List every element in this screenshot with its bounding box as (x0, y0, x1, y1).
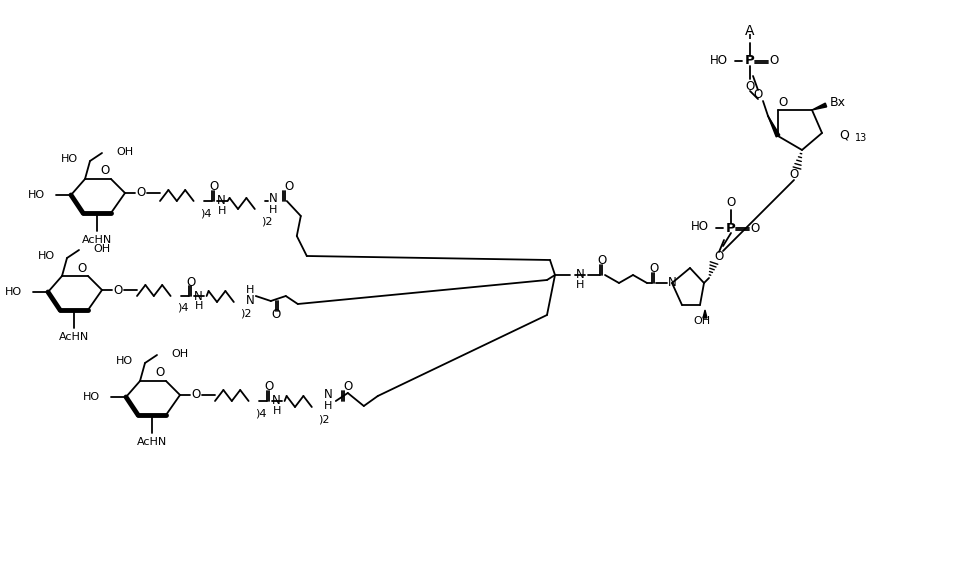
Text: O: O (648, 263, 658, 276)
Text: N: N (194, 290, 202, 303)
Text: O: O (597, 255, 606, 268)
Text: OH: OH (93, 244, 110, 254)
Text: O: O (208, 180, 218, 193)
Text: AcHN: AcHN (137, 437, 167, 447)
Text: )2: )2 (318, 414, 329, 424)
Text: )4: )4 (176, 303, 188, 313)
Text: H: H (272, 406, 281, 416)
Text: O: O (753, 87, 762, 100)
Text: N: N (217, 194, 226, 208)
Text: )2: )2 (240, 309, 251, 319)
Text: N: N (272, 395, 281, 408)
Text: HO: HO (27, 190, 45, 200)
Text: )4: )4 (254, 408, 266, 418)
Text: O: O (101, 164, 110, 177)
Text: N: N (667, 277, 676, 290)
Text: O: O (788, 168, 798, 181)
Polygon shape (767, 116, 779, 137)
Text: 13: 13 (854, 133, 867, 143)
Text: O: O (77, 261, 86, 274)
Text: OH: OH (115, 147, 133, 157)
Text: O: O (191, 388, 200, 401)
Text: HO: HO (115, 356, 133, 366)
Text: P: P (726, 222, 735, 235)
Text: Bx: Bx (829, 95, 845, 108)
Text: O: O (136, 187, 146, 200)
Text: HO: HO (5, 287, 22, 297)
Text: H: H (195, 301, 202, 311)
Text: HO: HO (61, 154, 78, 164)
Text: O: O (264, 380, 273, 393)
Text: H: H (575, 280, 584, 290)
Text: N: N (268, 193, 277, 205)
Text: H: H (245, 285, 253, 295)
Text: AcHN: AcHN (82, 235, 112, 245)
Text: AcHN: AcHN (59, 332, 89, 342)
Text: O: O (726, 197, 734, 209)
Text: Q: Q (838, 129, 848, 142)
Text: O: O (343, 380, 352, 393)
Text: H: H (324, 401, 332, 411)
Polygon shape (702, 310, 706, 318)
Text: H: H (268, 205, 277, 215)
Text: HO: HO (709, 54, 728, 67)
Text: )2: )2 (260, 216, 272, 226)
Text: A: A (744, 24, 754, 38)
Polygon shape (811, 103, 825, 110)
Text: N: N (323, 388, 332, 401)
Text: P: P (744, 54, 754, 67)
Text: HO: HO (83, 392, 100, 402)
Text: N: N (575, 269, 584, 281)
Text: OH: OH (171, 349, 188, 359)
Text: H: H (217, 206, 226, 216)
Text: O: O (778, 95, 787, 108)
Text: O: O (186, 276, 195, 289)
Text: O: O (156, 366, 164, 379)
Text: O: O (769, 54, 778, 67)
Text: O: O (113, 284, 122, 297)
Text: N: N (245, 294, 254, 307)
Text: O: O (744, 79, 754, 92)
Text: OH: OH (692, 316, 710, 326)
Text: O: O (714, 249, 723, 263)
Text: HO: HO (38, 251, 55, 261)
Text: )4: )4 (200, 208, 211, 218)
Text: HO: HO (690, 219, 708, 232)
Text: O: O (271, 308, 280, 321)
Text: O: O (749, 222, 759, 235)
Text: O: O (284, 180, 293, 193)
